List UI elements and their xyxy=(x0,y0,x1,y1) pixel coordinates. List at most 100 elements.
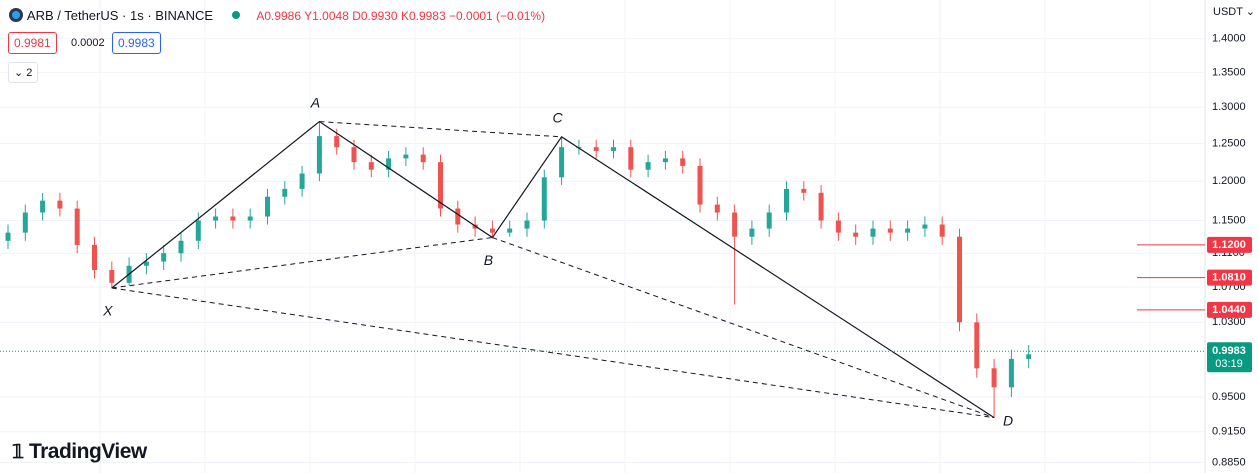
last-price-box xyxy=(1207,342,1252,373)
open: A0.9986 xyxy=(256,9,302,23)
candle-body xyxy=(5,232,11,241)
level-label-box xyxy=(1207,301,1252,318)
candle-body xyxy=(991,368,997,388)
pattern-point-label: C xyxy=(553,110,564,126)
y-tick-label: 0.8850 xyxy=(1212,456,1246,468)
candle-body xyxy=(784,188,789,213)
candle-body xyxy=(265,196,270,217)
pattern-point-label: D xyxy=(1003,412,1013,428)
candle-body xyxy=(282,188,288,197)
candle-body xyxy=(818,192,824,221)
candle-body xyxy=(593,147,599,151)
bid-box[interactable]: 0.9981 xyxy=(8,32,57,54)
close: K0.9983 xyxy=(400,9,446,23)
candle-body xyxy=(957,236,962,323)
candle-body xyxy=(386,158,392,170)
symbol-row: ARB / TetherUS · 1s · BINANCE A0.9986 Y1… xyxy=(8,7,545,23)
candle-body xyxy=(559,147,565,178)
candle-body xyxy=(939,224,945,237)
candle-body xyxy=(662,158,668,163)
y-tick-label: 1.3500 xyxy=(1212,66,1246,78)
status-dot xyxy=(231,11,240,19)
candle-body xyxy=(697,165,703,205)
candle-body xyxy=(230,216,236,221)
level-label: 1.0810 xyxy=(1212,272,1246,284)
candle-body xyxy=(922,224,928,229)
candle-body xyxy=(801,188,807,193)
candle-body xyxy=(974,322,980,369)
pattern-dashed-line xyxy=(111,287,995,419)
candle-body xyxy=(299,173,305,189)
candle-body xyxy=(57,200,63,209)
candle-body xyxy=(247,216,253,221)
y-tick-label: 1.0300 xyxy=(1212,316,1246,328)
candle-body xyxy=(905,228,911,233)
candle-body xyxy=(870,228,876,237)
y-tick-label: 1.4000 xyxy=(1212,33,1246,45)
candle-body xyxy=(455,208,461,225)
spread: 0.0002 xyxy=(71,37,105,49)
currency[interactable]: USDT ⌄ xyxy=(1213,6,1256,18)
candle-body xyxy=(74,208,80,245)
candle-body xyxy=(645,162,651,170)
pattern-legs xyxy=(111,120,995,419)
high: Y1.0048 xyxy=(304,9,349,23)
candle-body xyxy=(524,220,530,229)
candle-body xyxy=(680,158,686,166)
candle-body xyxy=(161,253,167,262)
candle-body xyxy=(40,200,46,213)
last-price-label: 0.9983 xyxy=(1212,345,1246,357)
candle-body xyxy=(195,220,201,241)
candle-body xyxy=(541,177,547,221)
candle-body xyxy=(92,244,97,271)
candle-body xyxy=(766,212,772,229)
y-tick-label: 1.2000 xyxy=(1212,175,1246,187)
y-tick-label: 0.9500 xyxy=(1212,391,1246,403)
candle-body xyxy=(420,154,426,163)
candle-body xyxy=(316,136,322,174)
candle-body xyxy=(1026,354,1032,359)
level-label: 1.0440 xyxy=(1212,304,1246,316)
candle-body xyxy=(628,147,634,170)
candle-body xyxy=(714,204,720,213)
ask-box[interactable]: 0.9983 xyxy=(112,32,161,54)
y-tick-label: 1.3000 xyxy=(1212,101,1246,113)
candle-body xyxy=(749,228,755,237)
level-label-box xyxy=(1207,236,1252,253)
pattern-point-label: B xyxy=(484,252,493,268)
indicator-count: 2 xyxy=(26,67,33,79)
change: −0.0001 (−0.01%) xyxy=(449,9,546,23)
candle-body xyxy=(403,154,409,159)
candle-body xyxy=(611,147,616,151)
currency-label: USDT xyxy=(1213,6,1243,18)
y-tick-label: 1.1500 xyxy=(1212,214,1246,226)
candle-body xyxy=(334,136,340,148)
candle-body xyxy=(853,232,859,237)
pattern-point-label: A xyxy=(310,94,320,110)
indicators-toggle[interactable]: ⌄ 2 xyxy=(8,62,39,83)
pattern-dashed-line xyxy=(319,121,562,138)
candle-body xyxy=(835,220,841,233)
y-tick-label: 0.9150 xyxy=(1212,426,1246,438)
level-label-box xyxy=(1207,269,1252,286)
candle-body xyxy=(143,261,149,266)
candle-body xyxy=(507,228,513,233)
candle-body xyxy=(109,270,115,283)
candle-body xyxy=(887,228,893,233)
candle-body xyxy=(489,228,495,233)
candle-body xyxy=(438,162,443,209)
candle-body xyxy=(22,212,28,233)
candle-body xyxy=(368,162,374,170)
symbol[interactable]: ARB / TetherUS · 1s · BINANCE xyxy=(26,8,214,23)
candle-body xyxy=(732,212,738,237)
pattern-point-label: X xyxy=(102,303,113,319)
logo-text: TradingView xyxy=(28,440,147,463)
level-label: 1.1200 xyxy=(1212,239,1246,251)
candle-body xyxy=(213,216,219,221)
candle-body xyxy=(1008,358,1014,388)
low: D0.9930 xyxy=(352,9,398,23)
countdown: 03:19 xyxy=(1215,358,1243,370)
logo: 𝟙 TradingView xyxy=(12,440,147,464)
